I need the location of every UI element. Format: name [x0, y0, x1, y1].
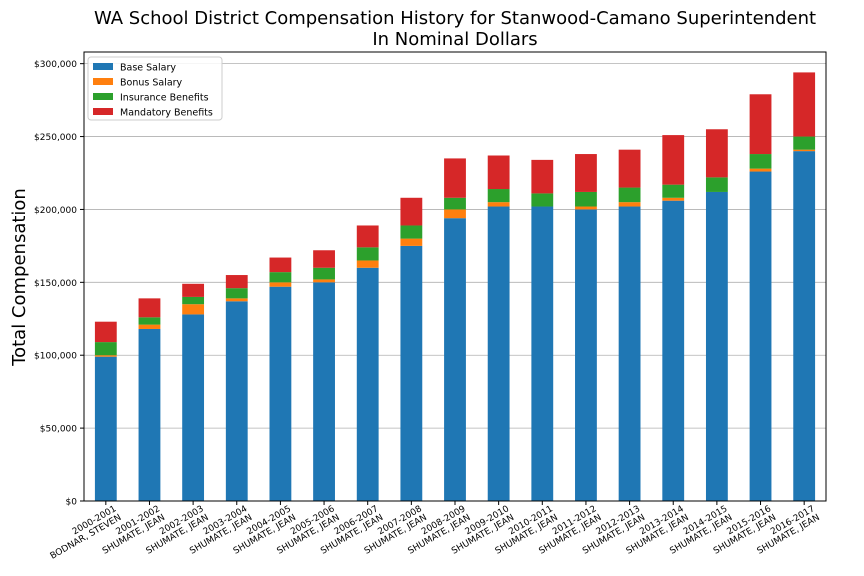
legend-label: Base Salary	[120, 63, 176, 74]
legend: Base Salary Bonus Salary Insurance Benefit…	[87, 56, 223, 121]
bar-segment-base-salary	[138, 328, 161, 501]
bars	[94, 72, 816, 502]
bar-segment-insurance-benefits	[356, 247, 379, 261]
bar-segment-bonus-salary	[400, 238, 423, 246]
legend-label: Insurance Benefits	[120, 93, 209, 104]
legend-swatch	[93, 63, 113, 70]
bar-segment-mandatory-benefits	[618, 149, 641, 188]
bar-segment-mandatory-benefits	[182, 283, 205, 297]
bar-segment-insurance-benefits	[182, 296, 205, 305]
bar-segment-mandatory-benefits	[705, 129, 728, 178]
bar-segment-insurance-benefits	[400, 225, 423, 239]
bar-segment-bonus-salary	[356, 260, 379, 268]
y-tick-label: $200,000	[34, 206, 77, 216]
bar-segment-insurance-benefits	[138, 317, 161, 325]
bar-segment-mandatory-benefits	[662, 135, 685, 185]
legend-box	[87, 56, 223, 121]
bar-segment-mandatory-benefits	[225, 275, 248, 289]
bar-segment-base-salary	[749, 171, 772, 502]
bar-segment-base-salary	[313, 282, 335, 501]
bar-segment-mandatory-benefits	[487, 155, 510, 190]
bar-segment-insurance-benefits	[225, 288, 248, 299]
bar-segment-insurance-benefits	[269, 272, 292, 283]
y-tick-label: $300,000	[34, 60, 77, 70]
y-tick-label: $250,000	[34, 133, 77, 143]
y-axis: $0 $50,000 $100,000 $150,000 $200,000 $250,00…	[34, 60, 84, 508]
bar-segment-base-salary	[618, 206, 641, 501]
y-axis-label: Total Compensation	[9, 188, 30, 367]
bar-segment-base-salary	[400, 245, 423, 501]
bar-segment-insurance-benefits	[618, 187, 641, 203]
chart-title: WA School District Compensation History …	[0, 8, 864, 50]
bar-segment-base-salary	[793, 151, 816, 501]
bar-segment-bonus-salary	[225, 298, 248, 302]
bar-segment-mandatory-benefits	[444, 158, 466, 198]
legend-label: Mandatory Benefits	[120, 108, 213, 119]
legend-swatch	[93, 108, 113, 115]
bar-segment-base-salary	[575, 209, 597, 501]
bar-segment-mandatory-benefits	[575, 154, 597, 192]
bar-segment-base-salary	[705, 191, 728, 501]
bar-segment-mandatory-benefits	[356, 225, 379, 248]
legend-label: Bonus Salary	[120, 78, 183, 89]
bar-segment-mandatory-benefits	[138, 298, 161, 318]
bar-segment-base-salary	[225, 301, 248, 501]
bar-segment-base-salary	[182, 314, 205, 501]
bar-segment-mandatory-benefits	[749, 94, 772, 155]
chart-title-line1: WA School District Compensation History …	[93, 8, 817, 29]
bar-segment-bonus-salary	[618, 202, 641, 207]
bar-segment-bonus-salary	[313, 279, 335, 283]
bar-segment-mandatory-benefits	[793, 72, 816, 137]
bar-segment-insurance-benefits	[94, 342, 117, 356]
bar-segment-mandatory-benefits	[531, 159, 554, 194]
bar-segment-bonus-salary	[749, 168, 772, 172]
bar-segment-bonus-salary	[182, 304, 205, 315]
y-tick-label: $150,000	[34, 279, 77, 289]
bar-segment-mandatory-benefits	[94, 321, 117, 343]
bar-segment-bonus-salary	[487, 202, 510, 207]
bar-segment-bonus-salary	[138, 324, 161, 329]
bar-segment-insurance-benefits	[793, 136, 816, 150]
bar-segment-bonus-salary	[269, 282, 292, 287]
bar-segment-insurance-benefits	[662, 184, 685, 198]
bar-segment-bonus-salary	[793, 149, 816, 152]
bar-segment-base-salary	[444, 218, 466, 502]
bar-segment-bonus-salary	[94, 355, 117, 357]
bar-segment-bonus-salary	[662, 197, 685, 201]
bar-segment-mandatory-benefits	[400, 197, 423, 226]
bar-segment-insurance-benefits	[705, 177, 728, 192]
legend-swatch	[93, 78, 113, 85]
bar-segment-mandatory-benefits	[269, 257, 292, 273]
y-tick-label: $0	[66, 498, 78, 508]
bar-segment-insurance-benefits	[444, 197, 466, 210]
bar-segment-insurance-benefits	[575, 191, 597, 207]
bar-segment-base-salary	[487, 206, 510, 501]
bar-segment-base-salary	[531, 206, 554, 501]
bar-segment-mandatory-benefits	[313, 250, 335, 268]
bar-segment-insurance-benefits	[531, 193, 554, 207]
bar-segment-insurance-benefits	[749, 154, 772, 169]
bar-segment-base-salary	[662, 200, 685, 501]
bar-segment-bonus-salary	[444, 209, 466, 219]
bar-segment-base-salary	[356, 267, 379, 501]
y-tick-label: $100,000	[34, 352, 77, 362]
legend-swatch	[93, 93, 113, 100]
chart-title-line2: In Nominal Dollars	[372, 29, 538, 50]
y-tick-label: $50,000	[40, 425, 77, 435]
bar-segment-bonus-salary	[575, 206, 597, 210]
bar-segment-insurance-benefits	[487, 189, 510, 203]
bar-segment-base-salary	[94, 356, 117, 501]
bar-segment-insurance-benefits	[313, 267, 335, 280]
bar-segment-base-salary	[269, 286, 292, 501]
